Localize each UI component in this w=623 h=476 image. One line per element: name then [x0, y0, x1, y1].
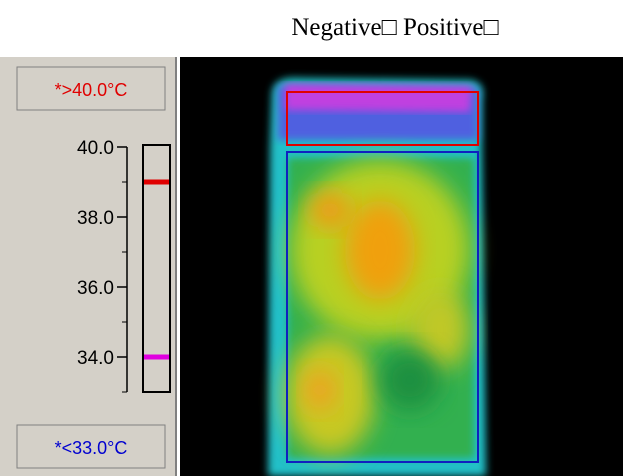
- thermal-view: Negative□ Positive□ *>40.0°C *<33.0°C 40…: [0, 0, 623, 476]
- marker: [144, 180, 169, 185]
- marker: [144, 355, 169, 360]
- thermal-body: [268, 78, 486, 476]
- title: Negative□ Positive□: [291, 14, 499, 41]
- upper-limit: *>40.0°C: [55, 80, 128, 100]
- tick-label: 38.0: [77, 208, 114, 229]
- tick-label: 36.0: [77, 278, 114, 299]
- lower-limit: *<33.0°C: [55, 438, 128, 458]
- tick-label: 34.0: [77, 348, 114, 369]
- page: Negative□ Positive□ *>40.0°C *<33.0°C 40…: [0, 0, 623, 476]
- tick-label: 40.0: [77, 138, 114, 159]
